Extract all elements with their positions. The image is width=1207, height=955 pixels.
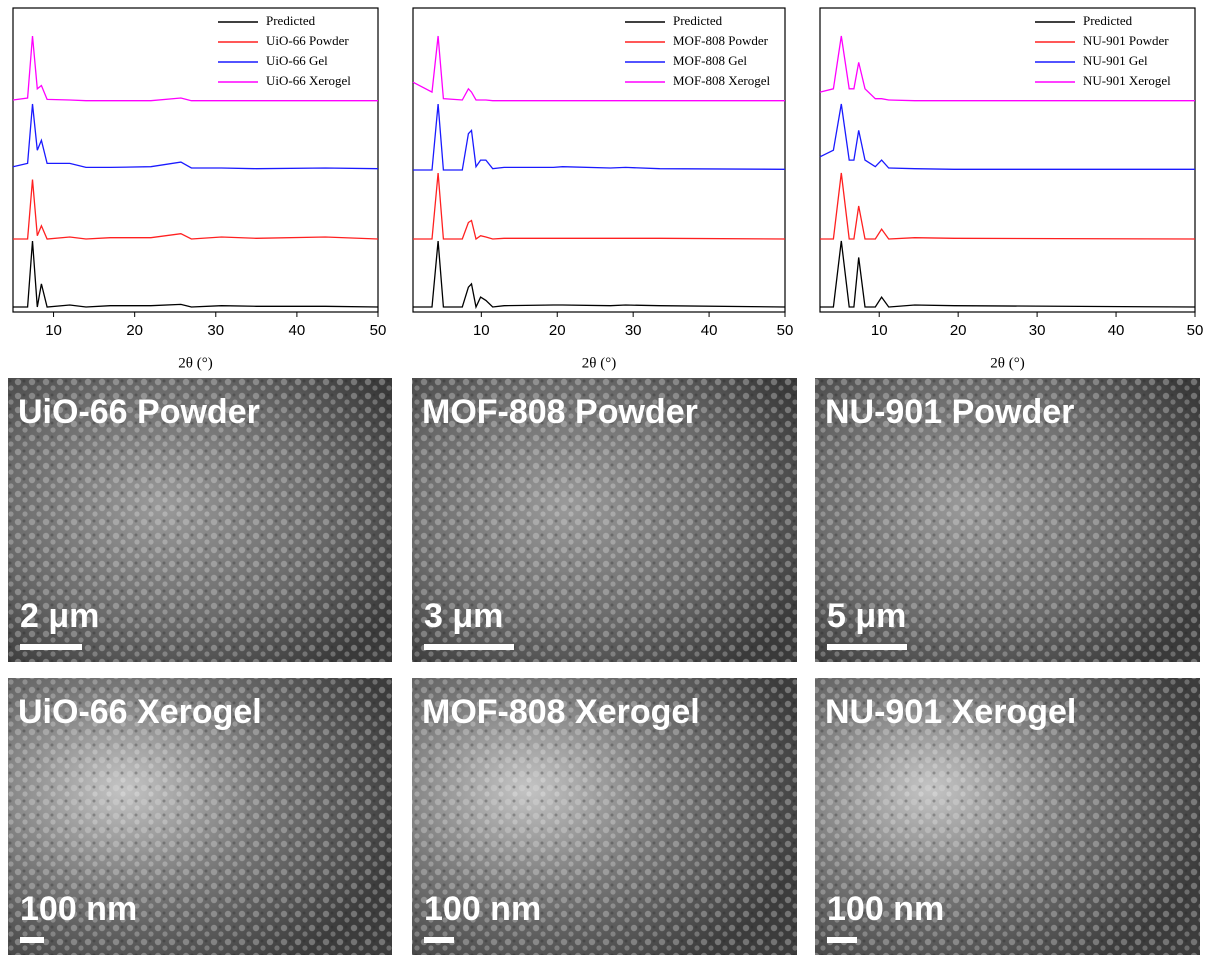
sem-panel: UiO-66 Xerogel 100 nm xyxy=(8,678,392,955)
x-tick-label: 30 xyxy=(1029,322,1046,339)
x-tick-label: 50 xyxy=(370,322,387,339)
scale-bar xyxy=(827,644,907,650)
legend-label: UiO-66 Xerogel xyxy=(266,73,351,88)
xrd-line xyxy=(13,104,378,169)
xrd-line xyxy=(413,173,785,239)
panel-label: MOF-808 Xerogel xyxy=(422,693,700,731)
x-tick-label: 20 xyxy=(126,322,143,339)
sem-panel: MOF-808 Xerogel 100 nm xyxy=(412,678,797,955)
sem-panel: NU-901 Xerogel 100 nm xyxy=(815,678,1200,955)
legend-label: NU-901 Xerogel xyxy=(1083,73,1171,88)
xrd-line xyxy=(820,173,1195,239)
x-axis-label: 2θ (°) xyxy=(178,355,212,371)
scale-label: 2 μm xyxy=(20,597,99,635)
x-tick-label: 10 xyxy=(473,322,490,339)
x-axis-label: 2θ (°) xyxy=(582,355,616,371)
legend-label: Predicted xyxy=(1083,13,1133,28)
xrd-line xyxy=(820,241,1195,307)
sem-panel: UiO-66 Powder 2 μm xyxy=(8,378,392,662)
legend-label: Predicted xyxy=(266,13,316,28)
legend-label: MOF-808 Gel xyxy=(673,53,747,68)
legend-label: NU-901 Powder xyxy=(1083,33,1169,48)
panel-label: MOF-808 Powder xyxy=(422,393,698,431)
sem-panel: NU-901 Powder 5 μm xyxy=(815,378,1200,662)
x-tick-label: 30 xyxy=(207,322,224,339)
xrd-line xyxy=(13,241,378,307)
panel-label: UiO-66 Powder xyxy=(18,393,260,431)
x-tick-label: 40 xyxy=(1108,322,1125,339)
scale-bar xyxy=(424,644,514,650)
x-tick-label: 30 xyxy=(625,322,642,339)
x-tick-label: 50 xyxy=(777,322,794,339)
scale-bar xyxy=(424,937,454,943)
scale-label: 100 nm xyxy=(424,890,541,928)
legend-label: MOF-808 Xerogel xyxy=(673,73,771,88)
xrd-line xyxy=(413,241,785,307)
panel-label: NU-901 Powder xyxy=(825,393,1074,431)
scale-bar xyxy=(20,937,44,943)
legend-label: NU-901 Gel xyxy=(1083,53,1148,68)
panel-label: UiO-66 Xerogel xyxy=(18,693,262,731)
legend-label: MOF-808 Powder xyxy=(673,33,769,48)
x-tick-label: 50 xyxy=(1187,322,1204,339)
scale-bar xyxy=(827,937,857,943)
legend-label: Predicted xyxy=(673,13,723,28)
sem-panel: MOF-808 Powder 3 μm xyxy=(412,378,797,662)
scale-label: 100 nm xyxy=(827,890,944,928)
scale-label: 100 nm xyxy=(20,890,137,928)
panel-label: NU-901 Xerogel xyxy=(825,693,1076,731)
figure: 10203040502θ (°)PredictedUiO-66 PowderUi… xyxy=(0,0,1207,955)
x-tick-label: 40 xyxy=(701,322,718,339)
x-tick-label: 10 xyxy=(871,322,888,339)
xrd-line xyxy=(820,104,1195,169)
x-tick-label: 20 xyxy=(549,322,566,339)
x-tick-label: 20 xyxy=(950,322,967,339)
legend-label: UiO-66 Gel xyxy=(266,53,328,68)
scale-label: 3 μm xyxy=(424,597,503,635)
x-tick-label: 40 xyxy=(289,322,306,339)
x-axis-label: 2θ (°) xyxy=(990,355,1024,371)
x-tick-label: 10 xyxy=(45,322,62,339)
legend-label: UiO-66 Powder xyxy=(266,33,349,48)
xrd-line xyxy=(413,104,785,170)
scale-label: 5 μm xyxy=(827,597,906,635)
xrd-line xyxy=(13,180,378,239)
scale-bar xyxy=(20,644,82,650)
